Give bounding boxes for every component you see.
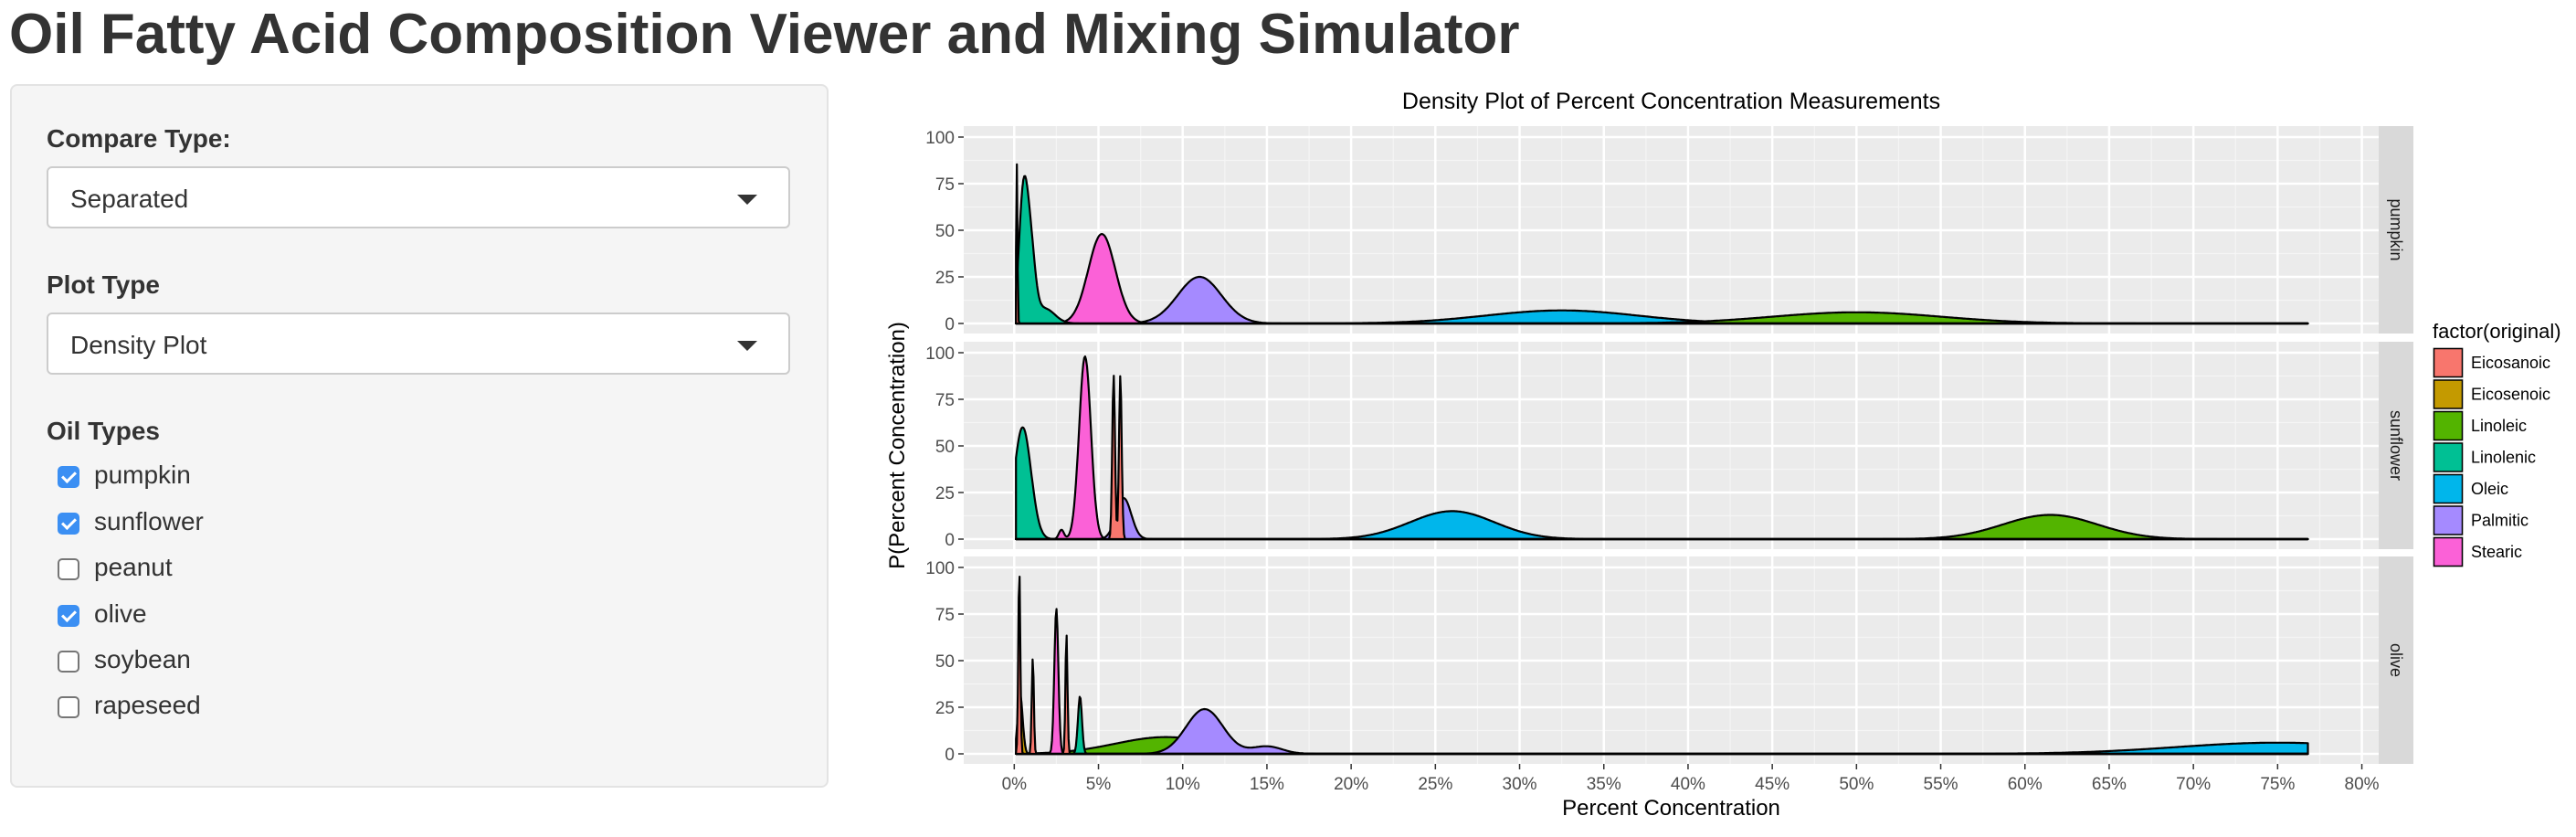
checkbox[interactable] [58,696,79,718]
legend-label: Eicosenoic [2471,386,2550,404]
x-tick-label: 5% [1086,775,1112,794]
page-title: Oil Fatty Acid Composition Viewer and Mi… [9,3,1520,66]
x-tick-label: 35% [1587,775,1621,794]
x-tick-label: 10% [1166,775,1200,794]
oil-option-label: soybean [94,645,191,673]
checkbox[interactable] [58,605,79,627]
legend-swatch-linoleic [2433,410,2464,441]
facet-label-pumpkin: pumpkin [2387,198,2405,260]
y-tick-label: 50 [935,438,955,457]
x-tick-label: 25% [1418,775,1452,794]
x-tick-label: 65% [2092,775,2127,794]
chevron-down-icon [737,341,757,351]
sidebar-panel: Compare Type: Separated Plot Type Densit… [10,84,829,788]
density-area-eicosanoic [1015,375,2309,541]
compare-type-select[interactable]: Separated [47,166,790,228]
x-tick-label: 20% [1334,775,1368,794]
oil-option-label: peanut [94,553,173,581]
compare-type-label: Compare Type: [47,124,231,153]
x-tick-label: 75% [2260,775,2295,794]
legend-swatch-eicosanoic [2433,347,2464,378]
x-tick-label: 45% [1755,775,1789,794]
y-tick-label: 50 [935,222,955,241]
oil-option-label: sunflower [94,507,204,535]
chart-title: Density Plot of Percent Concentration Me… [1402,89,1940,114]
y-tick-label: 100 [925,344,955,364]
y-tick-label: 25 [935,699,955,718]
legend-label: Eicosanoic [2471,354,2550,372]
facet-strip [2379,126,2413,334]
legend-swatch-linolenic [2433,442,2464,472]
density-plot: Density Plot of Percent Concentration Me… [885,89,2561,821]
oil-option-label: pumpkin [94,461,191,489]
density-area-eicosanoic [1015,576,2309,756]
checkbox[interactable] [58,558,79,580]
legend-label: Palmitic [2471,512,2528,530]
legend-swatch-eicosenoic [2433,379,2464,409]
facet-strip [2379,342,2413,549]
checkbox[interactable] [58,651,79,673]
legend-label: Linolenic [2471,449,2536,467]
legend-swatch-oleic [2433,473,2464,504]
legend-swatch-palmitic [2433,505,2464,535]
legend-label: Linoleic [2471,417,2527,435]
y-axis-label: P(Percent Concentration) [885,322,910,569]
plot-type-value: Density Plot [70,331,207,359]
x-tick-label: 30% [1503,775,1537,794]
y-tick-label: 0 [945,315,955,334]
facet-label-olive: olive [2387,643,2405,677]
x-tick-label: 50% [1839,775,1874,794]
x-tick-label: 60% [2008,775,2043,794]
oil-option-label: olive [94,599,147,628]
y-tick-label: 100 [925,129,955,148]
y-tick-label: 25 [935,484,955,503]
y-tick-label: 25 [935,269,955,288]
density-area-eicosanoic [1015,163,2309,325]
y-tick-label: 50 [935,652,955,672]
x-tick-label: 55% [1924,775,1958,794]
x-tick-label: 80% [2345,775,2380,794]
x-tick-label: 70% [2176,775,2211,794]
plot-type-label: Plot Type [47,270,160,299]
legend-swatch-stearic [2433,536,2464,567]
compare-type-value: Separated [70,185,189,213]
y-tick-label: 75 [935,391,955,410]
oil-option-label: rapeseed [94,691,201,719]
chevron-down-icon [737,195,757,205]
x-tick-label: 15% [1250,775,1284,794]
legend-label: Stearic [2471,543,2522,561]
y-tick-label: 75 [935,606,955,625]
y-tick-label: 0 [945,531,955,550]
x-tick-label: 40% [1671,775,1705,794]
y-tick-label: 75 [935,175,955,195]
legend-label: Oleic [2471,480,2508,498]
oil-types-label: Oil Types [47,417,160,445]
y-tick-label: 100 [925,559,955,578]
x-tick-label: 0% [1002,775,1028,794]
y-tick-label: 0 [945,746,955,765]
facet-label-sunflower: sunflower [2387,410,2405,481]
legend-title: factor(original) [2433,320,2561,343]
checkbox[interactable] [58,466,79,488]
facet-strip [2379,556,2413,764]
x-axis-label: Percent Concentration [1562,796,1780,821]
plot-type-select[interactable]: Density Plot [47,313,790,375]
checkbox[interactable] [58,513,79,535]
